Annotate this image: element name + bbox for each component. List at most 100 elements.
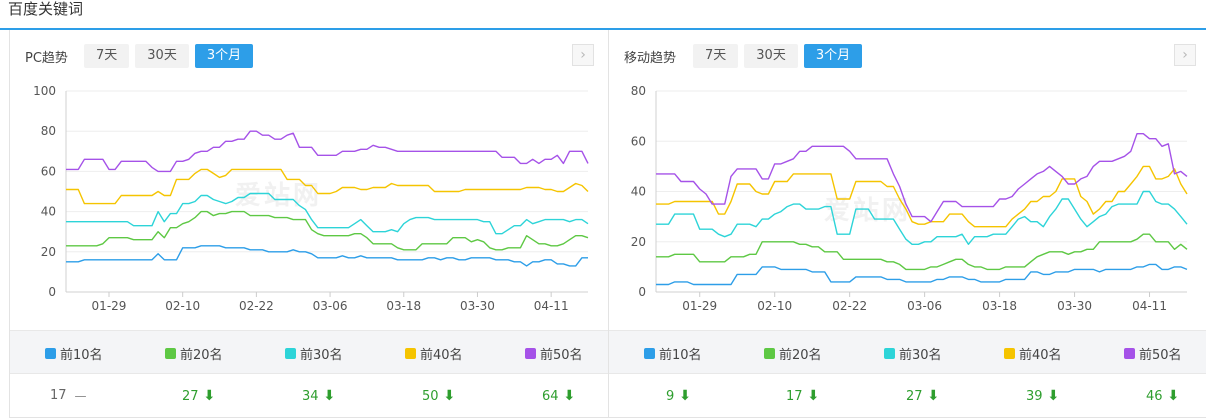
mobile-legend-item[interactable]: 前10名 <box>644 344 702 363</box>
pc-current-value: 50 ⬇ <box>422 388 455 404</box>
mobile-legend-item[interactable]: 前30名 <box>884 344 942 363</box>
series-line-1[interactable] <box>66 245 588 267</box>
y-tick-label: 80 <box>41 124 56 138</box>
pc-legend-item[interactable]: 前30名 <box>285 344 343 363</box>
x-tick-label: 02-10 <box>165 299 200 313</box>
y-tick-label: 0 <box>638 285 646 299</box>
pc-legend: 前10名 前20名 前30名 前40名 前50名 <box>10 330 608 374</box>
pc-current-value: 34 ⬇ <box>302 388 335 404</box>
pc-next-button[interactable]: › <box>572 44 594 66</box>
legend-swatch <box>644 348 655 359</box>
legend-label: 前50名 <box>1139 348 1182 363</box>
mobile-tab-3m[interactable]: 3个月 <box>803 44 863 68</box>
y-tick-label: 20 <box>41 245 56 259</box>
mobile-trend-panel: 移动趋势 7天 30天 3个月 › 爱站网 0 20 40 60 80 01-29 02-1… <box>608 30 1206 418</box>
value-number: 50 <box>422 388 439 404</box>
legend-label: 前20名 <box>779 348 822 363</box>
x-tick-label: 03-06 <box>907 299 942 313</box>
x-tick-label: 04-11 <box>1132 299 1167 313</box>
mobile-range-tabs: 7天 30天 3个月 <box>693 44 863 68</box>
x-tick-label: 01-29 <box>682 299 717 313</box>
value-number: 46 <box>1146 388 1163 404</box>
x-tick-label: 03-06 <box>313 299 348 313</box>
arrow-down-icon: ⬇ <box>927 388 940 404</box>
series-line-4[interactable] <box>656 165 1188 228</box>
value-number: 9 <box>666 388 675 404</box>
value-number: 27 <box>182 388 199 404</box>
mobile-next-button[interactable]: › <box>1174 44 1196 66</box>
value-number: 34 <box>302 388 319 404</box>
x-tick-label: 03-30 <box>460 299 495 313</box>
mobile-tab-7d[interactable]: 7天 <box>693 44 739 68</box>
chevron-right-icon: › <box>580 47 586 63</box>
legend-swatch <box>525 348 536 359</box>
series-line-2[interactable] <box>66 210 589 251</box>
series-line-5[interactable] <box>656 133 1188 223</box>
mobile-legend-item[interactable]: 前50名 <box>1124 344 1182 363</box>
mobile-current-value: 17 ⬇ <box>786 388 819 404</box>
mobile-current-value: 46 ⬇ <box>1146 388 1179 404</box>
legend-label: 前10名 <box>60 348 103 363</box>
flat-trend-icon: — <box>74 388 87 403</box>
pc-panel-header: PC趋势 7天 30天 3个月 › <box>10 44 608 68</box>
value-number: 17 <box>786 388 803 404</box>
arrow-down-icon: ⬇ <box>563 388 576 404</box>
series-line-3[interactable] <box>656 190 1188 245</box>
value-number: 27 <box>906 388 923 404</box>
pc-legend-item[interactable]: 前40名 <box>405 344 463 363</box>
legend-swatch <box>45 348 56 359</box>
legend-swatch <box>764 348 775 359</box>
pc-current-values: 17—27 ⬇ 34 ⬇ 50 ⬇ 64 ⬇ <box>10 374 608 418</box>
pc-trend-chart: 0 20 40 60 80 100 01-29 02-10 02-22 03-06 03-18 03-… <box>33 84 589 313</box>
legend-label: 前40名 <box>1019 348 1062 363</box>
arrow-down-icon: ⬇ <box>323 388 336 404</box>
pc-current-value: 17 — <box>50 388 87 403</box>
legend-swatch <box>1004 348 1015 359</box>
legend-label: 前10名 <box>659 348 702 363</box>
pc-tab-3m[interactable]: 3个月 <box>194 44 254 68</box>
series-line-1[interactable] <box>656 263 1188 286</box>
mobile-legend-item[interactable]: 前20名 <box>764 344 822 363</box>
legend-swatch <box>165 348 176 359</box>
pc-legend-item[interactable]: 前50名 <box>525 344 583 363</box>
pc-tab-7d[interactable]: 7天 <box>84 44 130 68</box>
pc-legend-item[interactable]: 前20名 <box>165 344 223 363</box>
arrow-down-icon: ⬇ <box>443 388 456 404</box>
x-tick-label: 02-10 <box>757 299 792 313</box>
mobile-legend-item[interactable]: 前40名 <box>1004 344 1062 363</box>
legend-swatch <box>405 348 416 359</box>
x-tick-label: 03-30 <box>1057 299 1092 313</box>
mobile-legend: 前10名 前20名 前30名 前40名 前50名 <box>609 330 1206 374</box>
y-tick-label: 20 <box>631 235 646 249</box>
value-number: 64 <box>542 388 559 404</box>
chevron-right-icon: › <box>1182 47 1188 63</box>
legend-label: 前30名 <box>300 348 343 363</box>
pc-current-value: 27 ⬇ <box>182 388 215 404</box>
x-tick-label: 03-18 <box>386 299 421 313</box>
series-line-3[interactable] <box>66 192 589 235</box>
y-tick-label: 40 <box>41 205 56 219</box>
legend-swatch <box>884 348 895 359</box>
series-line-5[interactable] <box>66 130 589 173</box>
pc-legend-item[interactable]: 前10名 <box>45 344 103 363</box>
x-tick-label: 02-22 <box>832 299 867 313</box>
series-line-4[interactable] <box>66 168 589 205</box>
arrow-down-icon: ⬇ <box>807 388 820 404</box>
series-line-2[interactable] <box>656 233 1188 271</box>
value-number: 17 <box>50 388 67 403</box>
y-tick-label: 60 <box>631 134 646 148</box>
arrow-down-icon: ⬇ <box>1167 388 1180 404</box>
mobile-current-value: 27 ⬇ <box>906 388 939 404</box>
page-title: 百度关键词 <box>8 0 84 18</box>
x-tick-label: 04-11 <box>534 299 569 313</box>
pc-trend-panel: PC趋势 7天 30天 3个月 › 爱站网 0 20 40 60 80 100 01-29 0… <box>9 30 609 418</box>
pc-tab-30d[interactable]: 30天 <box>135 44 189 68</box>
x-tick-label: 03-18 <box>982 299 1017 313</box>
mobile-tab-30d[interactable]: 30天 <box>744 44 798 68</box>
pc-range-tabs: 7天 30天 3个月 <box>84 44 254 68</box>
mobile-current-value: 9 ⬇ <box>666 388 691 404</box>
value-number: 39 <box>1026 388 1043 404</box>
pc-panel-title: PC趋势 <box>25 51 68 66</box>
y-tick-label: 40 <box>631 185 646 199</box>
legend-label: 前50名 <box>540 348 583 363</box>
